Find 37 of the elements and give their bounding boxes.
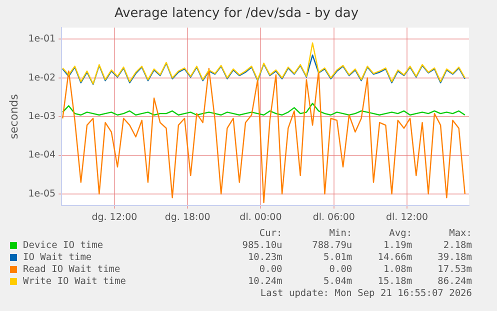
x-tick-label: dg. 18:00 — [164, 212, 210, 223]
text: Max: — [448, 228, 472, 240]
x-tick-label: dl. 00:00 — [240, 212, 282, 223]
y-tick-label: 1e-03 — [28, 111, 56, 122]
text: 15.18m — [376, 276, 412, 288]
legend-label: Read IO Wait time — [22, 264, 122, 276]
text: 788.79u — [311, 240, 352, 252]
y-tick-label: 1e-04 — [28, 150, 56, 161]
text: 86.24m — [436, 276, 472, 288]
text: 0.00 — [328, 264, 352, 276]
y-tick-label: 1e-05 — [28, 188, 56, 200]
text: Avg: — [388, 228, 412, 240]
text: 10.24m — [246, 276, 282, 288]
text: 1.08m — [382, 264, 412, 276]
y-axis-title: seconds — [7, 94, 20, 140]
x-tick-label: dl. 06:00 — [312, 212, 355, 223]
text: 985.10u — [241, 240, 282, 252]
text: Cur: — [258, 228, 282, 240]
text: 17.53m — [436, 264, 472, 276]
x-tick-label: dg. 12:00 — [92, 212, 138, 223]
text: 10.23m — [246, 252, 282, 264]
text: 1.19m — [382, 240, 412, 252]
chart-title: Average latency for /dev/sda - by day — [114, 6, 359, 22]
y-tick-label: 1e-02 — [28, 72, 56, 84]
y-tick-label: 1e-01 — [28, 34, 56, 45]
legend-label: Write IO Wait time — [22, 276, 127, 288]
text: Last update: Mon Sep 21 16:55:07 2026 — [259, 288, 472, 300]
text: 14.66m — [376, 252, 412, 264]
x-tick-label: dl. 12:00 — [386, 212, 428, 223]
legend-label: Device IO time — [22, 240, 104, 252]
text: 5.01m — [322, 252, 352, 264]
text: 5.04m — [322, 276, 352, 288]
text: 0.00 — [258, 264, 282, 276]
legend-label: IO Wait time — [22, 252, 93, 264]
text: Min: — [328, 228, 352, 240]
text: 39.18m — [436, 252, 472, 264]
text: 2.18m — [442, 240, 472, 252]
